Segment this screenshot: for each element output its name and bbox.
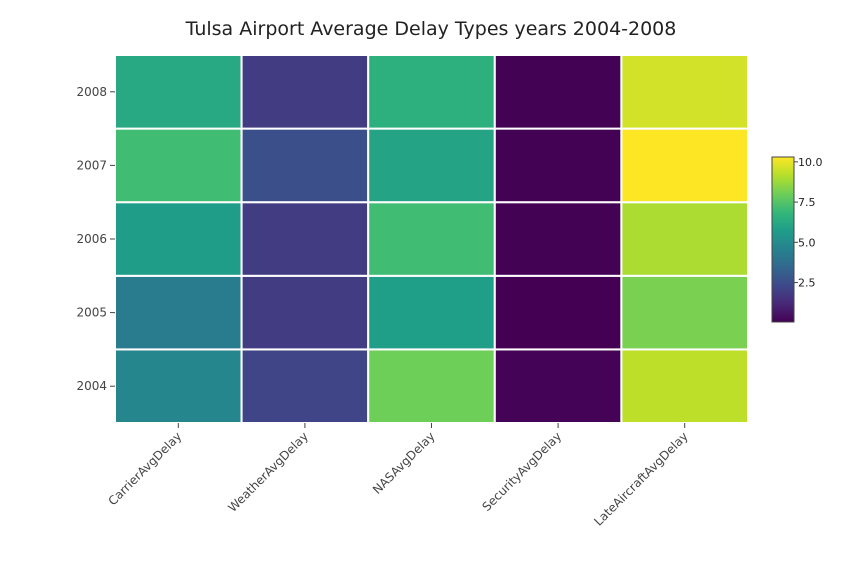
heatmap-cell-2006-SecurityAvgDelay[interactable]: [493, 201, 623, 277]
y-tick-label: 2006: [76, 232, 107, 246]
x-tick-label: NASAvgDelay: [370, 429, 438, 497]
x-axis: CarrierAvgDelay WeatherAvgDelay NASAvgDela…: [105, 423, 691, 529]
colorbar-gradient: [771, 156, 795, 323]
heatmap-cell-2007-CarrierAvgDelay[interactable]: [114, 127, 243, 204]
x-tick-label: CarrierAvgDelay: [105, 429, 184, 508]
heatmap-cell-2004-WeatherAvgDelay[interactable]: [240, 348, 370, 424]
heatmap-cell-2008-WeatherAvgDelay[interactable]: [240, 54, 370, 130]
heatmap-cell-2006-LateAircraftAvgDelay[interactable]: [620, 201, 750, 277]
heatmap-cell-2007-WeatherAvgDelay[interactable]: [240, 127, 370, 204]
heatmap-cell-2008-LateAircraftAvgDelay[interactable]: [620, 54, 750, 130]
y-tick-label: 2008: [76, 85, 107, 99]
colorbar-tick-label: 5.0: [798, 236, 816, 249]
heatmap-cell-2004-LateAircraftAvgDelay[interactable]: [620, 348, 750, 424]
colorbar-tick-label: 7.5: [798, 196, 816, 209]
heatmap-cell-2004-NASAvgDelay[interactable]: [367, 348, 496, 424]
y-axis: 2004 2005 2006 2007 2008: [76, 85, 115, 393]
heatmap-cell-2005-WeatherAvgDelay[interactable]: [240, 274, 370, 351]
y-tick-label: 2007: [76, 158, 107, 172]
heatmap-cell-2008-NASAvgDelay[interactable]: [367, 54, 496, 130]
heatmap-cell-2006-WeatherAvgDelay[interactable]: [240, 201, 370, 277]
heatmap-cell-2005-NASAvgDelay[interactable]: [367, 274, 496, 351]
chart-title: Tulsa Airport Average Delay Types years …: [185, 18, 677, 40]
heatmap-cell-2004-SecurityAvgDelay[interactable]: [493, 348, 623, 424]
heatmap-cell-2005-LateAircraftAvgDelay[interactable]: [620, 274, 750, 351]
x-tick-label: SecurityAvgDelay: [479, 429, 564, 514]
heatmap-cell-2008-CarrierAvgDelay[interactable]: [114, 54, 243, 130]
heatmap-cell-2006-NASAvgDelay[interactable]: [367, 201, 496, 277]
x-tick-label: LateAircraftAvgDelay: [591, 429, 690, 528]
heatmap-cell-2007-SecurityAvgDelay[interactable]: [493, 127, 623, 204]
heatmap-cell-2007-NASAvgDelay[interactable]: [367, 127, 496, 204]
colorbar-tick-label: 10.0: [798, 156, 823, 169]
y-tick-label: 2005: [76, 306, 107, 320]
heatmap-cells: [114, 54, 750, 424]
heatmap-cell-2005-CarrierAvgDelay[interactable]: [114, 274, 243, 351]
colorbar-tick-label: 2.5: [798, 277, 816, 290]
heatmap-cell-2007-LateAircraftAvgDelay[interactable]: [620, 127, 750, 204]
heatmap-cell-2006-CarrierAvgDelay[interactable]: [114, 201, 243, 277]
heatmap-cell-2008-SecurityAvgDelay[interactable]: [493, 54, 623, 130]
colorbar: 2.5 5.0 7.5 10.0: [771, 156, 823, 323]
x-tick-label: WeatherAvgDelay: [225, 429, 311, 515]
y-tick-label: 2004: [76, 379, 107, 393]
heatmap-cell-2005-SecurityAvgDelay[interactable]: [493, 274, 623, 351]
heatmap-cell-2004-CarrierAvgDelay[interactable]: [114, 348, 243, 424]
